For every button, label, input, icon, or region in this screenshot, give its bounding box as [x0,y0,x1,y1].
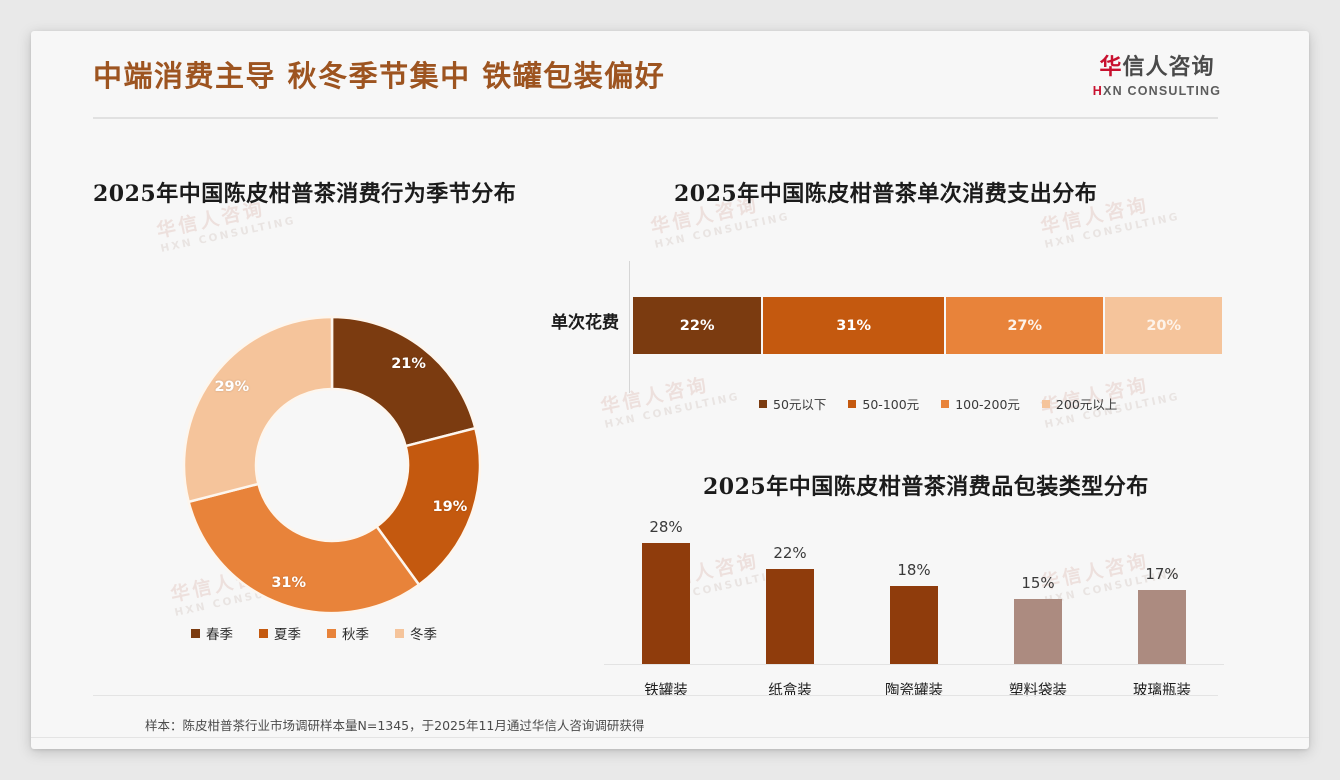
stacked-bar-segment[interactable]: 27% [946,297,1106,354]
donut-legend: 春季 夏季 秋季 冬季 [191,623,463,643]
column-bar[interactable]: 15% [1014,574,1062,664]
logo-chinese-accent: 华 [1099,55,1123,80]
logo-english: HXN CONSULTING [1067,84,1247,98]
donut-slice[interactable] [187,482,421,615]
column-bars: 28% 铁罐装 22% 纸盒装 18% 陶瓷罐装 15% 塑料袋装 17% 玻璃瓶装 [604,509,1224,699]
donut-legend-item[interactable]: 夏季 [259,623,301,643]
column-baseline [604,664,1224,665]
column-category-label: 玻璃瓶装 [1133,683,1191,699]
donut-slice-label: 31% [271,574,307,591]
legend-swatch [259,628,268,638]
legend-label: 50-100元 [862,397,920,412]
column-category-label: 塑料袋装 [1009,683,1067,699]
stacked-bar-segment[interactable]: 22% [633,297,764,354]
logo-chinese: 华信人咨询 [1067,55,1247,81]
legend-label: 50元以下 [773,397,827,412]
column-bar[interactable]: 17% [1138,565,1186,664]
donut-chart-title: 2025年中国陈皮柑普茶消费行为季节分布 [93,181,517,207]
legend-label: 秋季 [342,627,369,643]
stacked-axis-line [629,261,630,393]
legend-swatch [1041,399,1050,408]
page-title: 中端消费主导 秋冬季节集中 铁罐包装偏好 [93,59,666,93]
column-group: 15% 塑料袋装 [976,509,1100,699]
donut-slice[interactable] [374,426,482,587]
spend-stacked-bar-chart: 单次花费 22% 31% 27% 20% 50元以下 50-100元 100-200元 20… [531,261,1231,413]
column-bar[interactable]: 28% [642,518,690,664]
sample-note: 样本：陈皮柑普茶行业市场调研样本量N=1345，于2025年11月通过华信人咨询… [145,718,645,733]
column-value-label: 17% [1145,565,1179,584]
legend-swatch [941,399,950,408]
stacked-legend-item[interactable]: 200元以上 [1041,394,1118,413]
stacked-legend-item[interactable]: 50元以下 [759,394,826,413]
column-chart-title: 2025年中国陈皮柑普茶消费品包装类型分布 [703,474,1149,500]
stacked-bar-segment[interactable]: 31% [763,297,946,354]
logo-chinese-rest: 信人咨询 [1122,55,1215,80]
logo-english-accent: H [1092,83,1104,98]
column-value-label: 15% [1021,574,1055,592]
stacked-segment-value: 27% [1007,317,1043,334]
legend-label: 200元以上 [1055,397,1118,412]
logo-english-rest: XN CONSULTING [1103,83,1222,98]
column-category-label: 纸盒装 [768,683,812,699]
season-donut-chart: 21% 19% 31% 29% [181,314,483,616]
slide-footer: ©2026.1 HXR华信人咨询 www.hxrcon.com [31,737,1309,749]
donut-slice-label: 21% [391,356,426,373]
column-category-label: 铁罐装 [644,683,688,699]
stacked-segment-value: 22% [679,317,715,334]
column-group: 28% 铁罐装 [604,509,728,699]
legend-label: 100-200元 [955,397,1020,412]
header-divider [93,117,1218,119]
stacked-bar-segment[interactable]: 20% [1105,297,1222,354]
donut-slice-label: 19% [432,498,468,515]
donut-legend-item[interactable]: 春季 [191,623,233,643]
stacked-segment-value: 20% [1146,317,1182,334]
slide-card: 中端消费主导 秋冬季节集中 铁罐包装偏好 华信人咨询 HXN CONSULTIN… [31,31,1309,749]
stacked-chart-title: 2025年中国陈皮柑普茶单次消费支出分布 [674,181,1098,207]
donut-slice[interactable] [330,315,477,448]
column-group: 22% 纸盒装 [728,509,852,699]
watermark-line2: HXN CONSULTING [159,214,297,255]
column-bar[interactable]: 18% [890,561,938,664]
stacked-bar-legend: 50元以下 50-100元 100-200元 200元以上 [759,394,1139,413]
legend-swatch [395,628,404,638]
column-value-label: 18% [897,561,931,579]
donut-legend-item[interactable]: 秋季 [327,623,369,643]
column-bar[interactable]: 22% [766,544,814,664]
column-group: 17% 玻璃瓶装 [1100,509,1224,699]
legend-label: 春季 [206,627,233,643]
donut-slice[interactable] [182,315,334,504]
column-category-label: 陶瓷罐装 [885,683,943,699]
legend-label: 冬季 [410,627,437,643]
watermark-line2: HXN CONSULTING [653,210,791,251]
column-value-label: 22% [773,543,807,562]
stacked-legend-item[interactable]: 100-200元 [941,394,1020,413]
donut-slice-label: 29% [214,378,250,395]
footnote-divider [93,695,1218,696]
stacked-bar-track: 22% 31% 27% 20% [633,297,1222,354]
watermark-line2: HXN CONSULTING [1043,210,1181,251]
packaging-column-chart: 28% 铁罐装 22% 纸盒装 18% 陶瓷罐装 15% 塑料袋装 17% 玻璃瓶装 [604,509,1224,709]
stacked-segment-value: 31% [836,317,871,334]
column-value-label: 28% [649,517,683,536]
company-logo: 华信人咨询 HXN CONSULTING [1067,55,1247,98]
legend-swatch [759,399,767,408]
donut-svg [182,315,482,615]
stacked-category-label: 单次花费 [551,313,619,333]
legend-swatch [191,628,200,638]
legend-label: 夏季 [274,627,301,643]
column-group: 18% 陶瓷罐装 [852,509,976,699]
stacked-legend-item[interactable]: 50-100元 [848,394,919,413]
slide-header: 中端消费主导 秋冬季节集中 铁罐包装偏好 华信人咨询 HXN CONSULTIN… [31,31,1309,126]
legend-swatch [327,628,336,638]
legend-swatch [848,399,857,408]
donut-legend-item[interactable]: 冬季 [395,623,437,643]
